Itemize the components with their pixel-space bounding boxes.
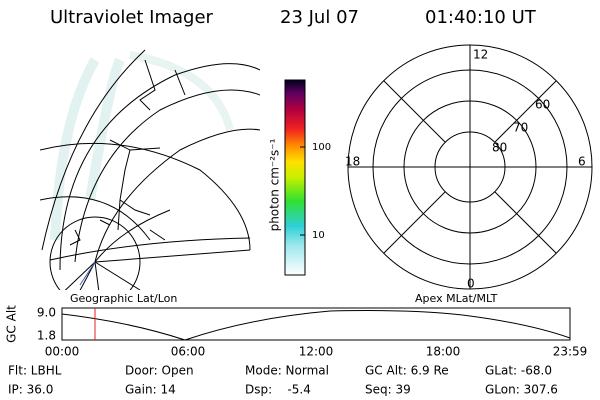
map-caption: Geographic Lat/Lon <box>70 292 177 305</box>
colorbar-label: photon cm⁻²s⁻¹ <box>268 138 282 231</box>
mlt-label: 0 <box>467 277 475 291</box>
status-field: Door: Open <box>125 364 194 378</box>
altitude-x-tick: 18:00 <box>426 345 461 359</box>
altitude-x-tick: 23:59 <box>553 345 588 359</box>
altitude-curve <box>61 310 571 341</box>
colorbar <box>284 79 306 276</box>
status-field: GLat: -68.0 <box>485 364 552 378</box>
status-field: Dsp: -5.4 <box>245 383 311 397</box>
altitude-y-label: GC Alt <box>5 305 19 343</box>
colorbar-tick-label: 100 <box>312 142 331 153</box>
mlt-label: 12 <box>473 48 488 62</box>
status-field: GLon: 307.6 <box>485 383 558 397</box>
lat-label: 80 <box>492 141 507 155</box>
status-field: Seq: 39 <box>365 383 411 397</box>
mlt-label: 6 <box>578 155 586 169</box>
altitude-frame <box>61 307 571 341</box>
colorbar-tick-label: 10 <box>312 230 325 241</box>
altitude-x-tick: 00:00 <box>45 345 80 359</box>
polar-grid <box>347 44 593 290</box>
geographic-map <box>40 49 260 290</box>
lat-label: 60 <box>535 98 550 112</box>
status-field: GC Alt: 6.9 Re <box>365 364 449 378</box>
date: 23 Jul 07 <box>280 7 359 28</box>
altitude-y-tick: 1.8 <box>37 329 56 343</box>
altitude-x-tick: 12:00 <box>299 345 334 359</box>
lat-label: 70 <box>513 121 528 135</box>
status-field: Mode: Normal <box>245 364 329 378</box>
status-field: Gain: 14 <box>125 383 176 397</box>
altitude-y-tick: 9.0 <box>37 306 56 320</box>
altitude-x-tick: 06:00 <box>171 345 206 359</box>
status-field: Flt: LBHL <box>8 364 62 378</box>
time: 01:40:10 UT <box>425 7 537 28</box>
mlt-label: 18 <box>345 155 360 169</box>
status-field: IP: 36.0 <box>8 383 53 397</box>
instrument-title: Ultraviolet Imager <box>50 7 214 28</box>
polar-caption: Apex MLat/MLT <box>415 292 498 305</box>
